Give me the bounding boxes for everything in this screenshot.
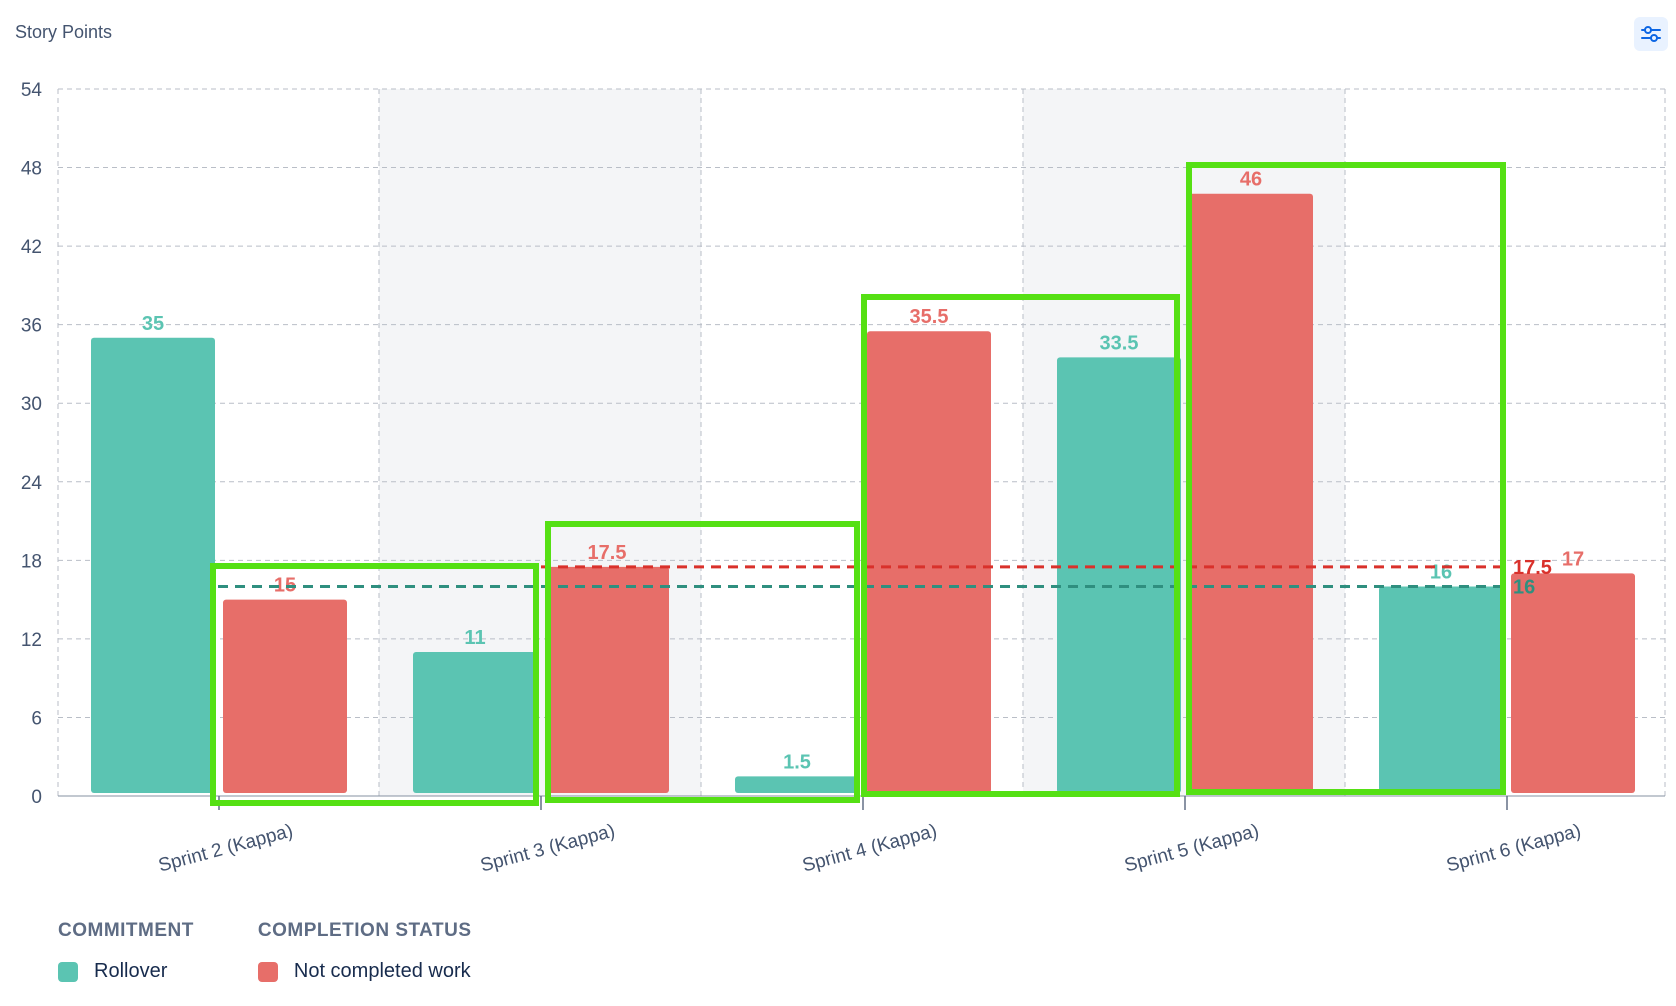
chart-legend: COMMITMENT Rollover COMPLETION STATUS No…	[58, 920, 472, 983]
legend-swatch-not-completed	[257, 961, 278, 982]
bar-value-label: 16	[1430, 562, 1452, 584]
bar-value-label: 17.5	[588, 542, 627, 564]
bar-value-label: 15	[274, 575, 296, 597]
highlight-box	[210, 563, 539, 806]
y-tick-label: 30	[21, 394, 42, 415]
bar-rollover	[91, 337, 215, 793]
legend-group-completion-status: COMPLETION STATUS Not completed work	[257, 920, 472, 983]
sprint-bar-chart: 0 6 12 18 24 30 36 42 48 54 35 11 1.5 33.5 16 15 17.5 35.…	[21, 80, 1666, 877]
average-line-label: 16	[1513, 577, 1535, 599]
x-tick-label: Sprint 3 (Kappa)	[478, 821, 617, 877]
bar-rollover	[1057, 357, 1181, 793]
bar-not-completed	[1189, 193, 1313, 794]
legend-title-commitment: COMMITMENT	[58, 920, 194, 941]
sliders-icon	[1641, 26, 1661, 42]
legend-item-rollover[interactable]: Rollover	[58, 960, 194, 983]
bar-not-completed	[1511, 573, 1635, 793]
y-tick-label: 36	[21, 316, 42, 337]
y-tick-label: 42	[21, 237, 42, 258]
y-tick-label: 24	[21, 473, 43, 494]
bar-value-label: 17	[1562, 548, 1584, 570]
y-tick-label: 18	[21, 551, 42, 572]
y-tick-label: 54	[21, 80, 43, 101]
legend-item-not-completed-work[interactable]: Not completed work	[257, 960, 472, 983]
x-tick-label: Sprint 5 (Kappa)	[1122, 821, 1261, 877]
y-tick-label: 48	[21, 159, 42, 180]
highlight-box	[1186, 162, 1506, 795]
legend-swatch-rollover	[58, 961, 78, 982]
bar-rollover	[413, 651, 537, 793]
y-tick-label: 12	[21, 630, 42, 651]
x-tick-label: Sprint 4 (Kappa)	[800, 821, 939, 877]
bar-value-label: 33.5	[1100, 332, 1139, 354]
bar-value-label: 1.5	[783, 751, 811, 773]
average-line-label: 17.5	[1513, 557, 1552, 579]
bar-not-completed	[545, 566, 669, 793]
y-axis-title: Story Points	[15, 22, 113, 42]
x-tick-label: Sprint 2 (Kappa)	[156, 821, 295, 877]
y-tick-label: 6	[31, 708, 42, 729]
legend-label-not-completed-work: Not completed work	[293, 960, 471, 982]
highlight-box	[861, 294, 1180, 797]
bar-value-label: 35.5	[910, 306, 949, 328]
highlight-box	[545, 521, 860, 803]
y-tick-label: 0	[31, 787, 42, 808]
legend-group-commitment: COMMITMENT Rollover	[58, 920, 194, 983]
bar-not-completed	[867, 331, 991, 793]
bar-value-label: 35	[142, 313, 164, 335]
legend-title-completion-status: COMPLETION STATUS	[257, 920, 472, 941]
x-tick-label: Sprint 6 (Kappa)	[1444, 821, 1583, 877]
bar-rollover	[735, 776, 859, 793]
legend-label-rollover: Rollover	[94, 960, 168, 982]
bar-not-completed	[223, 599, 347, 793]
chart-settings-button[interactable]	[1634, 17, 1668, 51]
bar-rollover	[1379, 586, 1503, 793]
bar-value-label: 46	[1240, 169, 1262, 191]
bar-value-label: 11	[464, 627, 485, 649]
